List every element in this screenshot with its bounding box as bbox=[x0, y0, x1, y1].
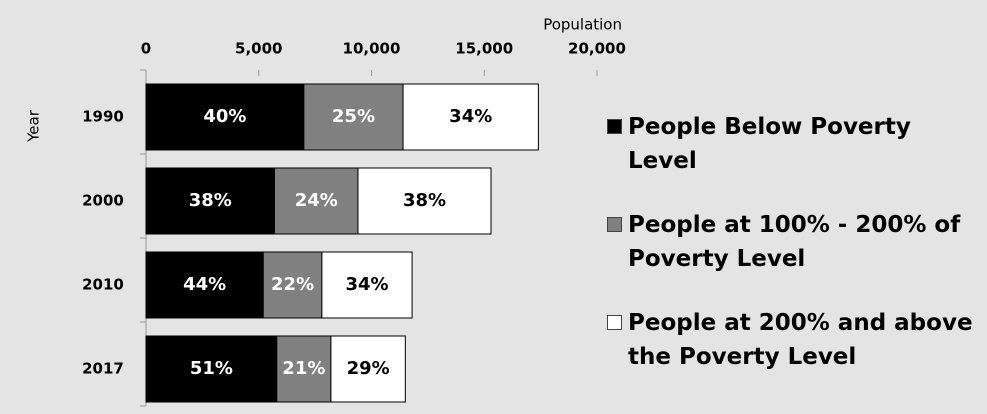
bar-segment bbox=[145, 167, 276, 235]
bar-segment bbox=[145, 83, 305, 151]
bar-label: 34% bbox=[449, 106, 492, 127]
legend-item: People Below Poverty Level bbox=[607, 110, 982, 178]
bar-label: 25% bbox=[332, 106, 375, 127]
legend-label: People at 100% - 200% of Poverty Level bbox=[628, 212, 961, 272]
bar-label: 44% bbox=[183, 274, 226, 295]
bar-label: 38% bbox=[403, 190, 446, 211]
bar-segment bbox=[357, 167, 492, 235]
bar-label: 24% bbox=[295, 190, 338, 211]
x-tick-label: 15,000 bbox=[455, 40, 513, 58]
bar-label: 29% bbox=[347, 358, 390, 379]
bar-label: 22% bbox=[271, 274, 314, 295]
y-axis-label: Year bbox=[25, 109, 43, 143]
bar-segment bbox=[321, 251, 413, 319]
x-axis-label: Population bbox=[543, 16, 622, 34]
y-tick-label: 2000 bbox=[82, 192, 124, 210]
bar-segment bbox=[303, 83, 404, 151]
legend-swatch bbox=[607, 119, 622, 134]
x-tick-label: 20,000 bbox=[568, 40, 626, 58]
bar-segment bbox=[402, 83, 539, 151]
x-tick-label: 10,000 bbox=[343, 40, 401, 58]
bar-label: 51% bbox=[190, 358, 233, 379]
bar-label: 34% bbox=[345, 274, 388, 295]
legend-swatch bbox=[607, 315, 622, 330]
x-tick-label: 5,000 bbox=[235, 40, 282, 58]
bar-label: 21% bbox=[282, 358, 325, 379]
bar-label: 38% bbox=[189, 190, 232, 211]
y-tick-label: 1990 bbox=[82, 108, 124, 126]
legend-item: People at 100% - 200% of Poverty Level bbox=[607, 208, 982, 276]
bar-segment bbox=[145, 335, 278, 403]
y-tick-label: 2010 bbox=[82, 276, 124, 294]
bar-segment bbox=[330, 335, 406, 403]
y-tick-label: 2017 bbox=[82, 360, 124, 378]
legend-item: People at 200% and above the Poverty Lev… bbox=[607, 306, 982, 374]
bar-segment bbox=[145, 251, 264, 319]
legend-label: People at 200% and above the Poverty Lev… bbox=[628, 310, 973, 370]
x-tick-label: 0 bbox=[141, 40, 151, 58]
bar-segment bbox=[262, 251, 323, 319]
bar-segment bbox=[274, 167, 359, 235]
bar-label: 40% bbox=[203, 106, 246, 127]
legend-label: People Below Poverty Level bbox=[628, 114, 911, 174]
legend-swatch bbox=[607, 217, 622, 232]
bar-segment bbox=[276, 335, 332, 403]
